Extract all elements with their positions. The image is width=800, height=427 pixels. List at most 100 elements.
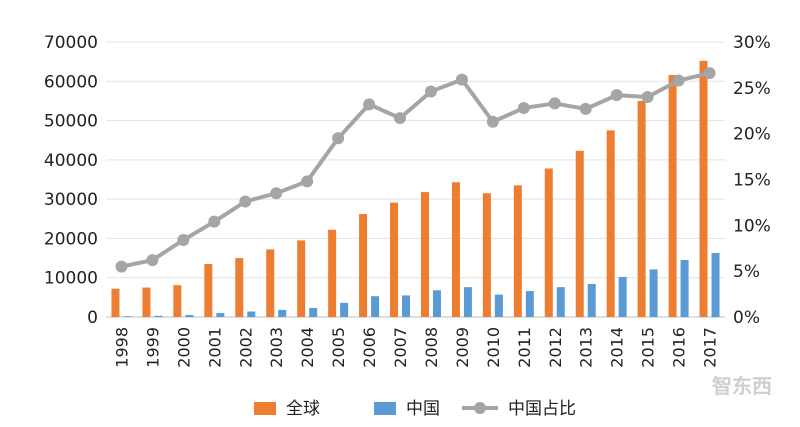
right-tick-label: 15% xyxy=(733,171,771,191)
bar-global-1999 xyxy=(142,287,151,317)
bar-china-2016 xyxy=(680,260,689,317)
x-tick-label: 2017 xyxy=(701,327,720,368)
share-line-path xyxy=(121,71,710,269)
share-point-2015 xyxy=(641,91,654,103)
bar-china-2004 xyxy=(309,307,318,317)
bar-global-2007 xyxy=(390,202,399,317)
left-tick-label: 70000 xyxy=(44,33,98,53)
bar-china-2015 xyxy=(649,269,658,317)
x-tick-label: 1998 xyxy=(112,327,131,368)
bar-china-1999 xyxy=(154,315,163,317)
right-tick-label: 30% xyxy=(733,33,771,53)
bar-global-2015 xyxy=(637,100,646,317)
left-tick-label: 10000 xyxy=(44,269,98,289)
bar-global-2006 xyxy=(359,214,368,317)
legend-label: 中国占比 xyxy=(508,399,576,419)
right-tick-label: 0% xyxy=(733,308,760,328)
x-tick-label: 2013 xyxy=(577,327,596,368)
right-tick-label: 10% xyxy=(733,216,771,236)
legend-item-1: 全球 xyxy=(254,399,320,419)
bar-china-2013 xyxy=(587,284,596,317)
share-point-2001 xyxy=(208,215,221,228)
share-point-2014 xyxy=(610,89,623,102)
share-point-2005 xyxy=(332,132,345,145)
share-point-2007 xyxy=(394,112,407,125)
share-point-2012 xyxy=(548,97,561,110)
bar-global-2000 xyxy=(173,285,182,317)
bar-china-1998 xyxy=(123,316,132,317)
right-tick-label: 5% xyxy=(733,262,760,282)
x-tick-label: 2008 xyxy=(422,327,441,368)
left-tick-label: 40000 xyxy=(44,151,98,171)
legend-swatch xyxy=(254,402,276,415)
bar-global-1998 xyxy=(111,288,120,317)
bar-china-2000 xyxy=(185,315,194,317)
bar-global-2001 xyxy=(204,263,213,317)
share-point-2003 xyxy=(270,187,283,200)
bar-china-2002 xyxy=(247,311,256,317)
legend-item-3: 中国占比 xyxy=(462,399,576,419)
bar-china-2006 xyxy=(371,296,380,317)
share-point-2008 xyxy=(424,85,437,98)
share-point-2010 xyxy=(486,115,499,128)
bar-global-2010 xyxy=(482,193,491,317)
x-tick-label: 2006 xyxy=(360,327,379,368)
legend-swatch xyxy=(374,402,396,415)
x-tick-label: 2015 xyxy=(639,327,658,368)
legend: 全球 中国 中国占比 xyxy=(254,399,576,419)
right-axis-ticks: 0% 5% 10% 15% 20% 25% 30% xyxy=(733,33,771,328)
left-tick-label: 60000 xyxy=(44,72,98,92)
x-tick-label: 2000 xyxy=(174,327,193,368)
x-tick-label: 2005 xyxy=(329,327,348,368)
right-tick-label: 20% xyxy=(733,125,771,145)
bar-china-2005 xyxy=(340,302,349,317)
bar-china-2011 xyxy=(525,291,534,317)
share-point-2011 xyxy=(517,102,530,114)
bar-china-2001 xyxy=(216,313,225,317)
bar-china-2009 xyxy=(463,287,472,317)
share-point-2016 xyxy=(672,74,685,87)
bars xyxy=(111,60,720,317)
bar-global-2009 xyxy=(451,182,460,317)
bar-global-2013 xyxy=(575,150,584,317)
bar-global-2004 xyxy=(297,240,306,317)
x-tick-label: 2016 xyxy=(670,327,689,368)
bar-china-2008 xyxy=(432,290,441,317)
x-tick-label: 1999 xyxy=(143,327,162,368)
bar-china-2014 xyxy=(618,276,627,317)
share-point-2002 xyxy=(239,195,252,208)
share-point-2009 xyxy=(455,73,468,86)
bar-china-2010 xyxy=(494,294,503,317)
x-tick-label: 2009 xyxy=(453,327,472,368)
x-tick-label: 2011 xyxy=(515,327,534,368)
share-point-1999 xyxy=(146,254,159,267)
bar-china-2012 xyxy=(556,287,565,317)
left-tick-label: 30000 xyxy=(44,190,98,210)
share-point-2000 xyxy=(177,234,190,246)
x-axis-ticks: 1998 1999 2000 2001 2002 2003 2004 2005 2006 2007… xyxy=(112,327,719,368)
bar-china-2007 xyxy=(402,295,411,317)
right-tick-label: 25% xyxy=(733,79,771,99)
bar-global-2014 xyxy=(606,130,615,317)
legend-label: 全球 xyxy=(286,399,320,419)
left-tick-label: 20000 xyxy=(44,229,98,249)
share-point-2013 xyxy=(579,102,592,115)
watermark: 智东西 xyxy=(712,374,772,398)
bar-global-2017 xyxy=(699,60,708,317)
x-tick-label: 2012 xyxy=(546,327,565,368)
x-tick-label: 2007 xyxy=(391,327,410,368)
bar-global-2011 xyxy=(513,185,522,317)
legend-marker xyxy=(474,402,486,414)
bar-china-2017 xyxy=(711,252,720,317)
x-tick-label: 2004 xyxy=(298,327,317,368)
left-axis-ticks: 0 10000 20000 30000 40000 50000 60000 70000 xyxy=(44,33,98,328)
bar-global-2012 xyxy=(544,168,553,317)
share-point-1998 xyxy=(115,260,128,273)
share-line xyxy=(115,67,716,273)
bar-global-2003 xyxy=(266,249,275,317)
x-tick-label: 2001 xyxy=(205,327,224,368)
bar-global-2005 xyxy=(328,229,337,317)
gridlines xyxy=(106,41,725,318)
bar-global-2002 xyxy=(235,258,244,317)
